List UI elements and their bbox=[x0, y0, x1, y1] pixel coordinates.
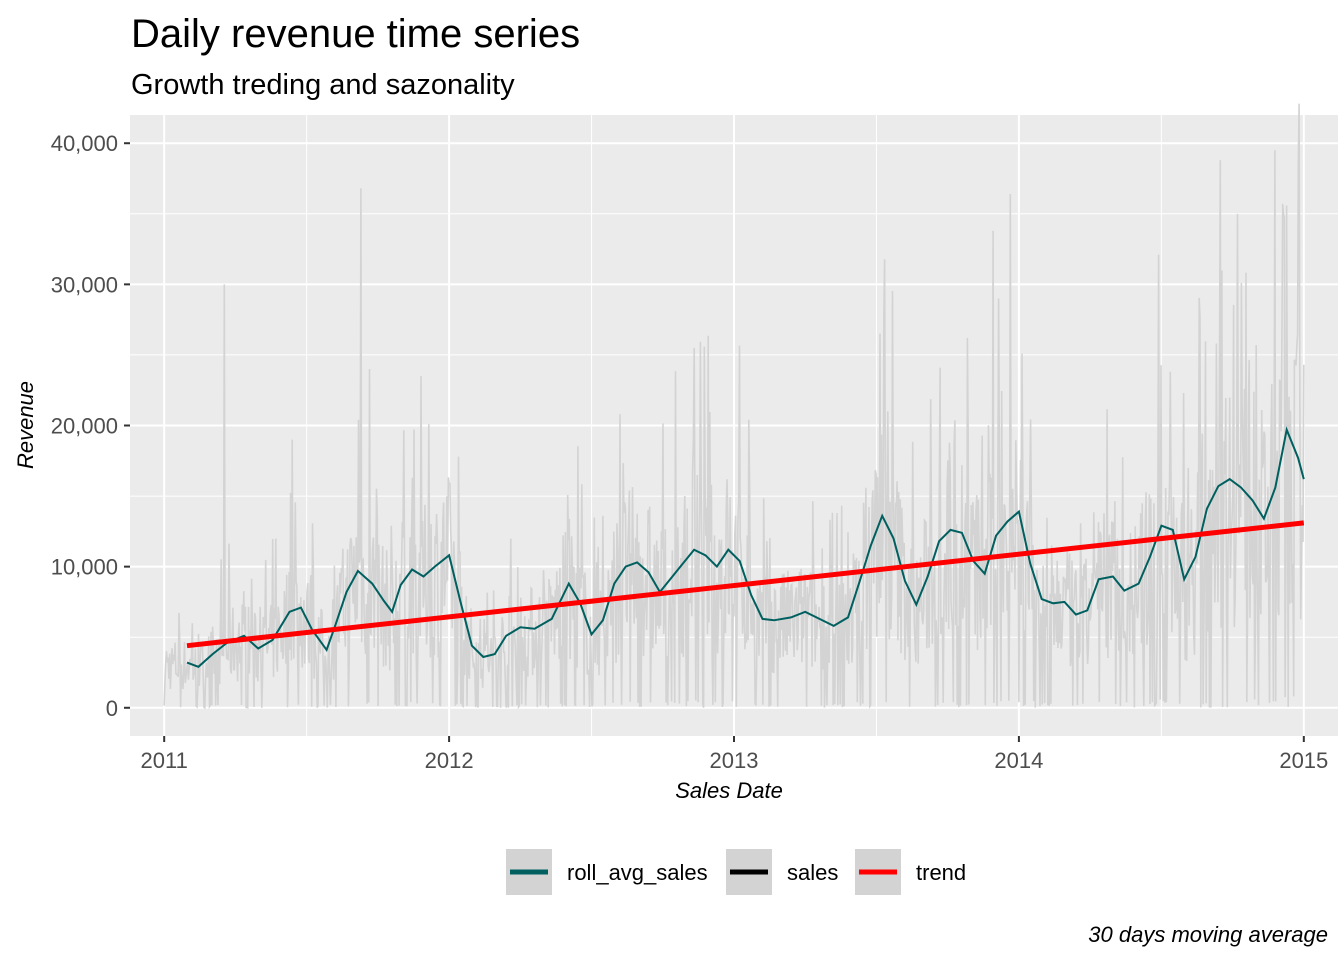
legend-label: roll_avg_sales bbox=[567, 860, 708, 885]
legend-item-sales: sales bbox=[726, 849, 838, 895]
roll-avg-sales-line bbox=[186, 426, 1305, 668]
legend: roll_avg_sales sales trend bbox=[506, 849, 966, 895]
chart-caption: 30 days moving average bbox=[1088, 922, 1328, 947]
x-tick-label: 2013 bbox=[710, 748, 759, 773]
y-tick-label: 20,000 bbox=[51, 414, 118, 439]
x-tick-label: 2011 bbox=[141, 748, 188, 773]
x-tick-label: 2012 bbox=[425, 748, 474, 773]
y-axis: 0 10,000 20,000 30,000 40,000 bbox=[51, 131, 130, 721]
chart-title: Daily revenue time series bbox=[131, 12, 580, 56]
sales-line bbox=[163, 103, 1305, 710]
y-axis-title: Revenue bbox=[13, 381, 38, 469]
trend-line bbox=[186, 520, 1305, 649]
legend-item-roll-avg-sales: roll_avg_sales bbox=[506, 849, 708, 895]
y-tick-label: 30,000 bbox=[51, 272, 118, 297]
legend-item-trend: trend bbox=[855, 849, 966, 895]
legend-label: sales bbox=[787, 860, 838, 885]
legend-label: trend bbox=[916, 860, 966, 885]
x-axis: 2011 2012 2013 2014 2015 bbox=[141, 736, 1328, 773]
x-axis-title: Sales Date bbox=[675, 778, 783, 803]
x-tick-label: 2015 bbox=[1279, 748, 1328, 773]
y-tick-label: 0 bbox=[106, 696, 118, 721]
y-tick-label: 10,000 bbox=[51, 555, 118, 580]
x-tick-label: 2014 bbox=[994, 748, 1043, 773]
y-tick-label: 40,000 bbox=[51, 131, 118, 156]
chart-subtitle: Growth treding and sazonality bbox=[131, 69, 515, 101]
sales-series bbox=[163, 103, 1305, 710]
